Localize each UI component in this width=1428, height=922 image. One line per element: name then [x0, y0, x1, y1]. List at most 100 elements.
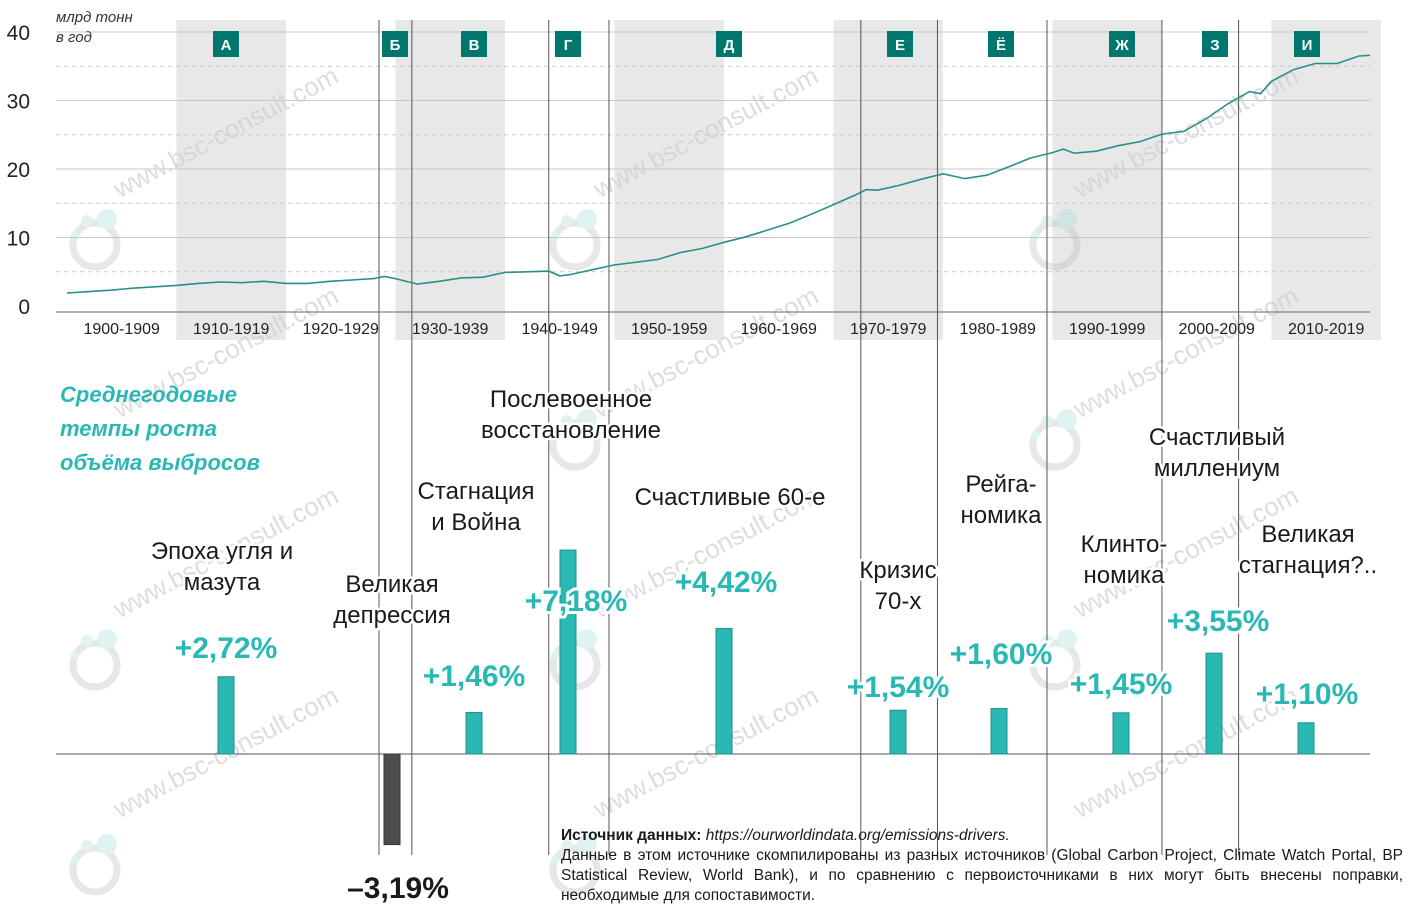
period-badge-1: А — [213, 31, 239, 57]
watermark-dot — [1031, 231, 1039, 239]
badge-box — [461, 31, 487, 57]
badge-letter: Б — [390, 37, 401, 54]
watermark-ring — [1029, 639, 1081, 691]
period-badge-2: Б — [382, 31, 408, 57]
percent-label: +4,42% — [675, 566, 778, 599]
badge-letter: В — [469, 37, 480, 54]
decade-band-1990-1999 — [1052, 20, 1162, 340]
text-labels: +2,72% –3,19% +1,46% +7,18% +4,42% +1,54%+1,6… — [60, 382, 1380, 908]
badge-letter: Д — [724, 37, 735, 54]
decade-band-1930-1939 — [395, 20, 505, 340]
watermark-dot — [81, 635, 93, 647]
decade-label: 1980-1989 — [959, 321, 1036, 338]
badge-letter: Г — [564, 37, 573, 54]
era-label: Клинто- — [1081, 531, 1168, 558]
bar-section-subtitle: Среднегодовые — [60, 382, 237, 407]
y-tick-label: 0 — [18, 296, 30, 319]
period-bands — [176, 20, 1381, 340]
watermark-dot — [1031, 651, 1039, 659]
watermark-ring — [549, 419, 601, 471]
growth-bars — [56, 549, 1370, 846]
y-tick-label: 30 — [7, 91, 30, 114]
badge-box — [988, 31, 1014, 57]
percent-label: +1,10% — [1256, 678, 1359, 711]
watermark-dot — [551, 651, 559, 659]
watermark-dot — [1057, 629, 1077, 649]
watermark-dot — [577, 834, 597, 854]
watermark-logo — [69, 629, 121, 691]
watermark-logo — [1029, 409, 1081, 471]
watermark-dot — [1031, 431, 1039, 439]
badge-box — [887, 31, 913, 57]
watermark-dot — [1057, 409, 1077, 429]
decade-label: 2010-2019 — [1288, 321, 1365, 338]
decade-band-1950-1959 — [614, 20, 724, 340]
percent-label: –3,19% — [347, 872, 449, 905]
growth-bar — [1297, 722, 1315, 755]
watermark-logo — [1029, 209, 1081, 271]
badge-letter: А — [221, 37, 232, 54]
watermark-ring — [549, 844, 601, 896]
watermark-dot — [561, 215, 573, 227]
era-label: стагнация?.. — [1239, 552, 1377, 579]
watermark-dot — [71, 651, 79, 659]
decade-band-1970-1979 — [833, 20, 943, 340]
watermark-dot — [81, 840, 93, 852]
era-label: Великая — [345, 571, 438, 598]
percent-label: +2,72% — [175, 632, 278, 665]
era-label: 70-х — [875, 588, 922, 615]
watermark-dot — [561, 415, 573, 427]
watermark-dot — [97, 209, 117, 229]
growth-bar — [889, 709, 907, 755]
watermark-logo — [69, 834, 121, 896]
watermark-ring — [1029, 219, 1081, 271]
watermark-dot — [551, 231, 559, 239]
percent-label: +1,60% — [950, 638, 1053, 671]
growth-bar — [383, 753, 401, 846]
growth-bar — [217, 676, 235, 755]
era-label: Эпоха угля и — [151, 538, 293, 565]
watermark-ring — [69, 639, 121, 691]
watermark-ring — [69, 844, 121, 896]
decade-label: 1990-1999 — [1069, 321, 1146, 338]
period-badge-5: Д — [716, 31, 742, 57]
era-label: номика — [1084, 562, 1166, 589]
era-label: Стагнация — [418, 478, 535, 505]
watermark-ring — [1029, 419, 1081, 471]
source-text: Данные в этом источнике скомпилированы и… — [561, 847, 1403, 904]
decade-band-2010-2019 — [1271, 20, 1381, 340]
percent-label: +7,18% — [525, 585, 628, 618]
watermark-dot — [97, 834, 117, 854]
watermark-dot — [577, 629, 597, 649]
watermark-dot — [81, 215, 93, 227]
growth-bar — [715, 627, 733, 755]
badge-box — [382, 31, 408, 57]
watermark-dot — [561, 840, 573, 852]
period-badge-7: Ё — [988, 31, 1014, 57]
percent-label: +1,46% — [423, 660, 526, 693]
era-label: Кризис — [859, 557, 936, 584]
growth-bar — [1205, 652, 1223, 755]
watermark-dot — [71, 856, 79, 864]
era-label: депрессия — [333, 602, 450, 629]
percent-label: +1,45% — [1070, 668, 1173, 701]
decade-label: 1950-1959 — [631, 321, 708, 338]
grid-lines — [56, 31, 1370, 273]
growth-bar — [1112, 712, 1130, 755]
decade-label: 1910-1919 — [193, 321, 270, 338]
badge-box — [716, 31, 742, 57]
period-badge-4: Г — [555, 31, 581, 57]
bar-section-subtitle: объёма выбросов — [60, 450, 260, 475]
percent-label: +3,55% — [1167, 605, 1270, 638]
era-label: мазута — [184, 569, 261, 596]
badge-letter: Е — [895, 37, 905, 54]
period-badge-3: В — [461, 31, 487, 57]
badge-box — [1294, 31, 1320, 57]
decade-label: 1970-1979 — [850, 321, 927, 338]
source-label: Источник данных: — [561, 827, 702, 844]
watermark-text: www.bsc-consult.com — [587, 680, 823, 824]
emissions-line-layer — [66, 54, 1371, 294]
y-tick-label: 40 — [7, 22, 30, 45]
badge-box — [555, 31, 581, 57]
